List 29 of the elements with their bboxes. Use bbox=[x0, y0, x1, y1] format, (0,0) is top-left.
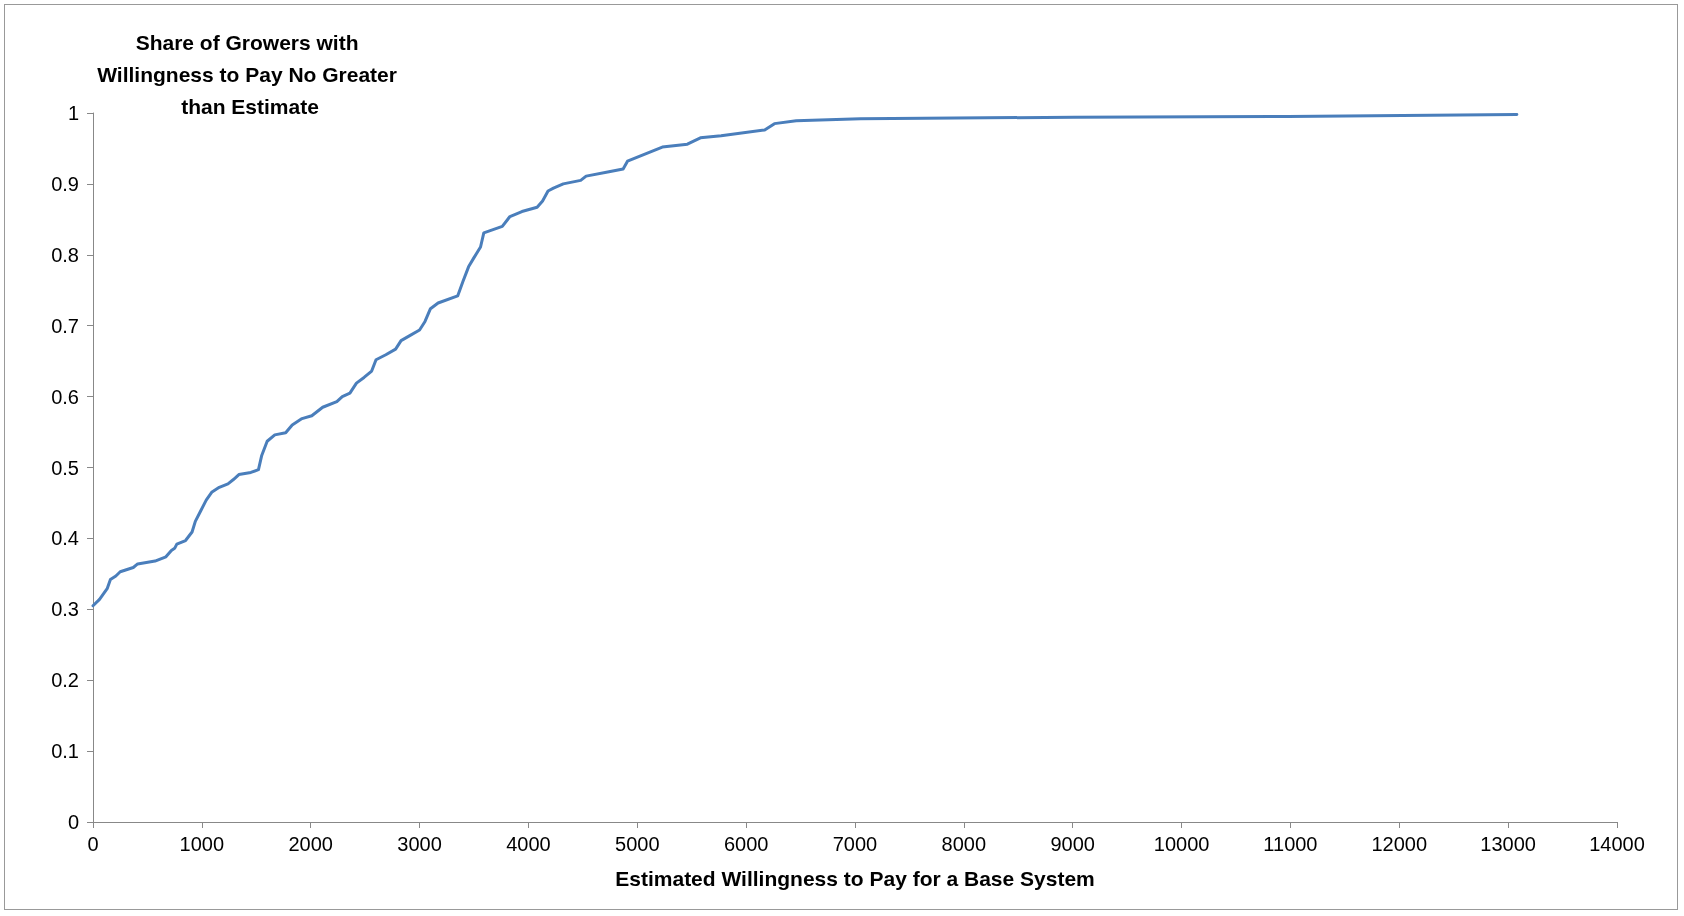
x-axis-title: Estimated Willingness to Pay for a Base System bbox=[615, 867, 1095, 890]
y-tick-label: 1 bbox=[67, 102, 79, 124]
y-tick-label: 0.7 bbox=[51, 314, 79, 337]
y-tick-label: 0.8 bbox=[51, 243, 79, 266]
x-tick-label: 9000 bbox=[1050, 833, 1095, 855]
y-tick-label: 0.1 bbox=[51, 740, 79, 763]
x-tick-label: 7000 bbox=[832, 833, 878, 855]
x-tick-label: 5000 bbox=[615, 833, 660, 855]
x-tick-label: 0 bbox=[87, 833, 99, 855]
y-tick-label: 0 bbox=[67, 811, 79, 833]
x-tick-label: 2000 bbox=[288, 833, 333, 855]
y-tick-label: 0.2 bbox=[51, 669, 79, 692]
x-tick-label: 10000 bbox=[1153, 833, 1210, 855]
x-tick-label: 8000 bbox=[941, 833, 987, 855]
y-tick-label: 0.9 bbox=[51, 172, 79, 195]
y-axis-title: Share of Growers with Willingness to Pay No Greater than Estimate bbox=[97, 30, 403, 118]
x-tick-label: 4000 bbox=[506, 833, 551, 855]
line-series bbox=[91, 112, 1519, 608]
x-tick-label: 13000 bbox=[1480, 833, 1536, 855]
y-tick-label: 0.6 bbox=[51, 385, 79, 408]
x-tick-label: 6000 bbox=[723, 833, 769, 855]
x-tick-label: 3000 bbox=[397, 833, 442, 855]
y-tick-label: 0.3 bbox=[51, 598, 79, 621]
x-tick-label: 12000 bbox=[1371, 833, 1428, 855]
x-tick-label: 14000 bbox=[1589, 833, 1645, 855]
x-tick-label: 11000 bbox=[1263, 833, 1318, 855]
y-tick-label: 0.5 bbox=[51, 456, 79, 479]
y-tick-label: 0.4 bbox=[51, 527, 79, 550]
x-tick-label: 1000 bbox=[179, 833, 225, 855]
